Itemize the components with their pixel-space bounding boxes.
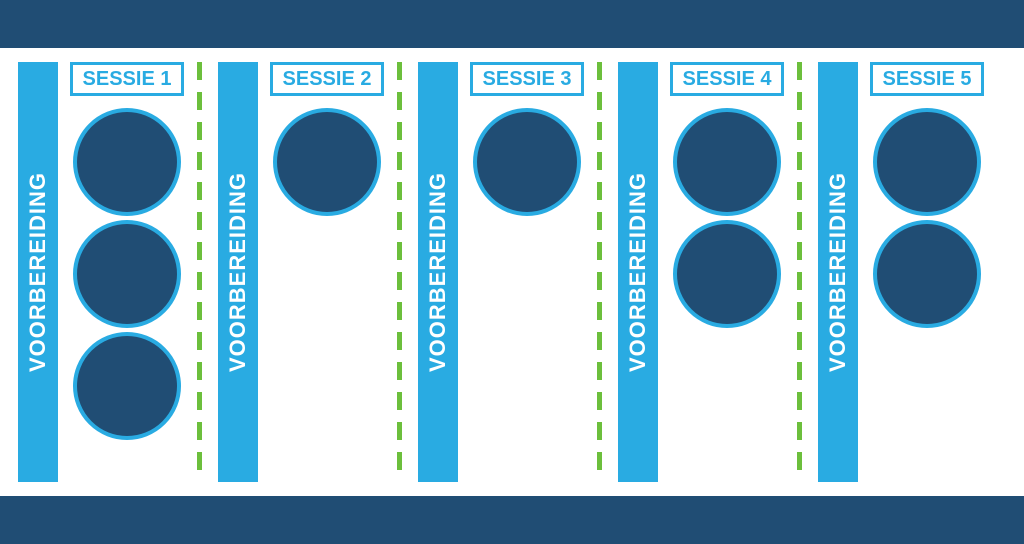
- voorbereiding-bar-2: VOORBEREIDING: [218, 62, 258, 482]
- top-bar: [0, 0, 1024, 48]
- circle-5-2: [873, 220, 981, 328]
- sessie-box-1: SESSIE 1: [70, 62, 184, 96]
- voorbereiding-label: VOORBEREIDING: [25, 172, 51, 372]
- circle-4-2: [673, 220, 781, 328]
- sessie-box-5: SESSIE 5: [870, 62, 984, 96]
- circle-1-3: [73, 332, 181, 440]
- sessie-label: SESSIE 4: [683, 68, 772, 91]
- sessie-label: SESSIE 5: [883, 68, 972, 91]
- sessie-box-3: SESSIE 3: [470, 62, 584, 96]
- voorbereiding-bar-3: VOORBEREIDING: [418, 62, 458, 482]
- circle-2-1: [273, 108, 381, 216]
- voorbereiding-label: VOORBEREIDING: [825, 172, 851, 372]
- divider-3: [596, 62, 603, 482]
- divider-2: [396, 62, 403, 482]
- circle-4-1: [673, 108, 781, 216]
- voorbereiding-bar-1: VOORBEREIDING: [18, 62, 58, 482]
- sessie-label: SESSIE 2: [283, 68, 372, 91]
- divider-4: [796, 62, 803, 482]
- diagram-stage: VOORBEREIDING SESSIE 1 VOORBEREIDING SESSIE…: [0, 0, 1024, 544]
- circle-3-1: [473, 108, 581, 216]
- sessie-box-4: SESSIE 4: [670, 62, 784, 96]
- sessie-label: SESSIE 3: [483, 68, 572, 91]
- voorbereiding-label: VOORBEREIDING: [425, 172, 451, 372]
- bottom-bar: [0, 496, 1024, 544]
- voorbereiding-label: VOORBEREIDING: [225, 172, 251, 372]
- voorbereiding-bar-5: VOORBEREIDING: [818, 62, 858, 482]
- sessie-box-2: SESSIE 2: [270, 62, 384, 96]
- circle-5-1: [873, 108, 981, 216]
- sessie-label: SESSIE 1: [83, 68, 172, 91]
- divider-1: [196, 62, 203, 482]
- voorbereiding-label: VOORBEREIDING: [625, 172, 651, 372]
- circle-1-1: [73, 108, 181, 216]
- circle-1-2: [73, 220, 181, 328]
- voorbereiding-bar-4: VOORBEREIDING: [618, 62, 658, 482]
